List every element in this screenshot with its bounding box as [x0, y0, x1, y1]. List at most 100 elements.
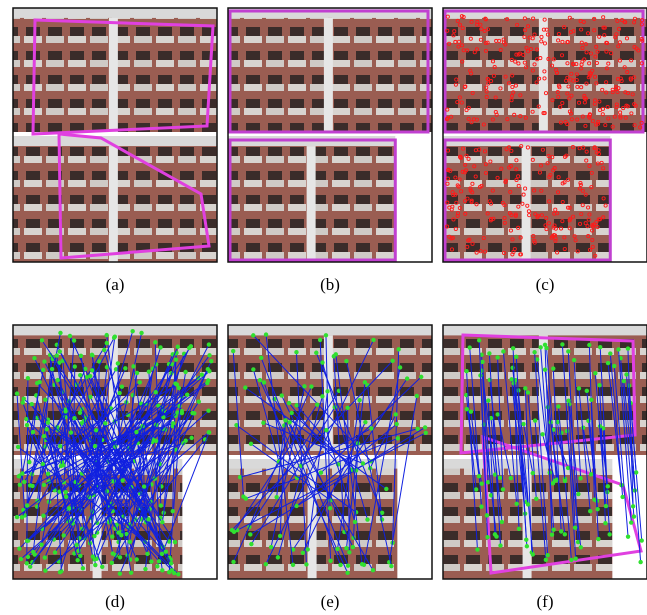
match-point: [544, 346, 548, 350]
match-point: [556, 404, 560, 408]
match-point: [185, 393, 189, 397]
match-point: [279, 393, 283, 397]
match-point: [319, 471, 323, 475]
match-point: [351, 545, 355, 549]
match-point: [551, 366, 555, 370]
match-point: [110, 561, 114, 565]
match-point: [419, 375, 423, 379]
match-point: [19, 557, 23, 561]
match-point: [142, 484, 146, 488]
match-point: [398, 365, 402, 369]
match-point: [176, 345, 180, 349]
match-point: [579, 545, 583, 549]
stairwell: [324, 18, 333, 132]
match-point: [262, 380, 266, 384]
match-point: [112, 336, 116, 340]
match-point: [117, 391, 121, 395]
match-point: [543, 368, 547, 372]
match-point: [566, 349, 570, 353]
match-point: [171, 421, 175, 425]
match-point: [287, 401, 291, 405]
match-point: [39, 543, 43, 547]
match-point: [130, 329, 134, 333]
match-point: [569, 558, 573, 562]
match-point: [624, 372, 628, 376]
match-point: [135, 371, 139, 375]
match-point: [640, 538, 644, 542]
match-point: [100, 565, 104, 569]
match-point: [42, 434, 46, 438]
match-point: [501, 349, 505, 353]
match-point: [487, 351, 491, 355]
match-point: [480, 360, 484, 364]
panel-label: (d): [105, 592, 125, 611]
match-point: [21, 400, 25, 404]
match-point: [629, 520, 633, 524]
match-point: [37, 380, 41, 384]
match-point: [248, 532, 252, 536]
match-point: [160, 552, 164, 556]
match-point: [525, 544, 529, 548]
match-point: [485, 535, 489, 539]
match-point: [511, 346, 515, 350]
match-point: [318, 338, 322, 342]
match-point: [30, 402, 34, 406]
match-point: [302, 384, 306, 388]
match-point: [158, 345, 162, 349]
match-point: [170, 568, 174, 572]
match-point: [585, 389, 589, 393]
match-point: [147, 369, 151, 373]
match-point: [259, 356, 263, 360]
match-point: [159, 503, 163, 507]
match-point: [206, 409, 210, 413]
match-point: [149, 559, 153, 563]
match-point: [139, 331, 143, 335]
match-point: [475, 547, 479, 551]
match-point: [315, 402, 319, 406]
match-point: [177, 386, 181, 390]
match-point: [46, 472, 50, 476]
match-point: [190, 411, 194, 415]
match-point: [104, 333, 108, 337]
match-point: [532, 350, 536, 354]
match-point: [479, 504, 483, 508]
match-point: [577, 386, 581, 390]
match-point: [28, 483, 32, 487]
match-point: [258, 378, 262, 382]
match-point: [92, 534, 96, 538]
match-point: [69, 430, 73, 434]
match-point: [119, 533, 123, 537]
match-point: [46, 420, 50, 424]
match-point: [75, 558, 79, 562]
match-point: [251, 333, 255, 337]
match-point: [153, 390, 157, 394]
match-point: [41, 368, 45, 372]
match-point: [134, 430, 138, 434]
match-point: [363, 380, 367, 384]
match-point: [31, 550, 35, 554]
match-point: [534, 497, 538, 501]
match-point: [595, 507, 599, 511]
match-point: [61, 463, 65, 467]
match-point: [207, 353, 211, 357]
match-point: [123, 366, 127, 370]
match-point: [314, 351, 318, 355]
panel: (a): [13, 8, 217, 294]
match-point: [26, 555, 30, 559]
match-point: [64, 495, 68, 499]
match-point: [464, 369, 468, 373]
match-point: [596, 537, 600, 541]
match-point: [540, 432, 544, 436]
match-point: [606, 361, 610, 365]
match-point: [56, 378, 60, 382]
match-point: [607, 532, 611, 536]
match-point: [251, 367, 255, 371]
match-point: [335, 547, 339, 551]
match-point: [174, 357, 178, 361]
match-point: [138, 380, 142, 384]
match-point: [73, 364, 77, 368]
match-point: [58, 349, 62, 353]
match-point: [631, 504, 635, 508]
match-point: [209, 359, 213, 363]
match-point: [58, 331, 62, 335]
